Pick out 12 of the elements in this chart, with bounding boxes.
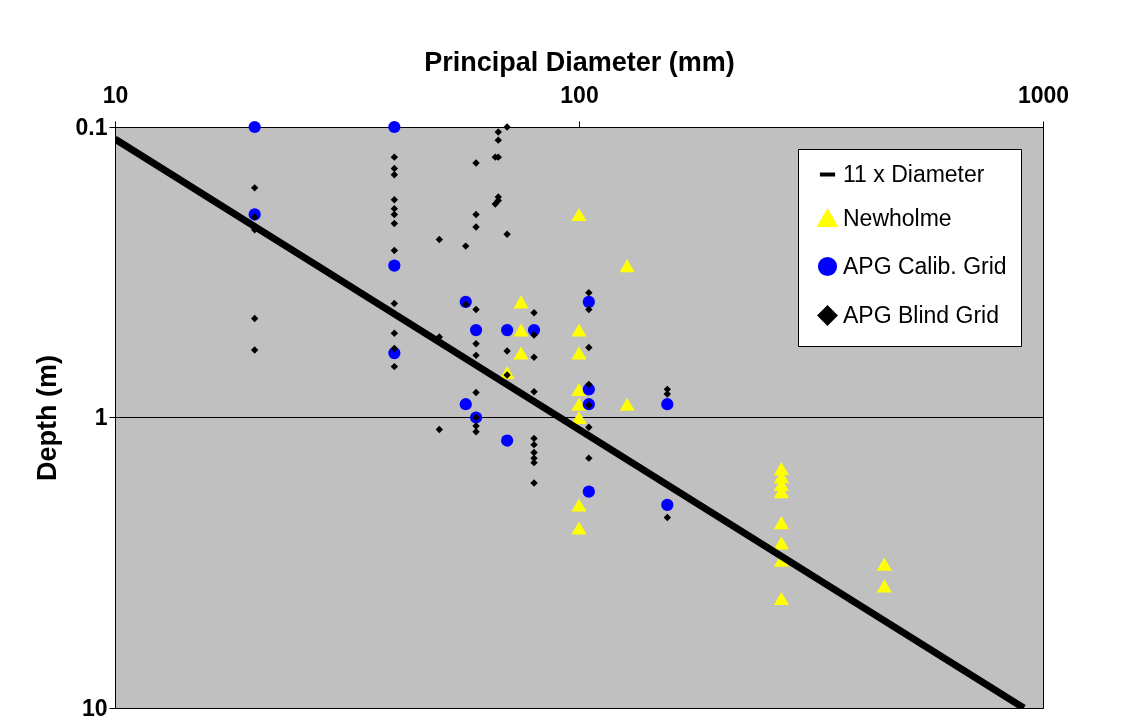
y-tick-label: 10 [81, 694, 108, 721]
y-tick-label: 1 [94, 404, 108, 430]
x-tick-label: 1000 [1017, 81, 1070, 108]
y-axis-title: Depth (m) [31, 355, 62, 481]
legend-label: Newholme [843, 204, 952, 231]
x-tick-label: 100 [560, 81, 599, 108]
legend-label: 11 x Diameter [843, 160, 985, 187]
x-axis-title: Principal Diameter (mm) [424, 46, 735, 77]
x-tick-label: 10 [102, 81, 129, 108]
legend-label: APG Calib. Grid [843, 252, 1007, 279]
y-tick-label: 0.1 [75, 113, 108, 140]
legend-label: APG Blind Grid [843, 301, 999, 328]
